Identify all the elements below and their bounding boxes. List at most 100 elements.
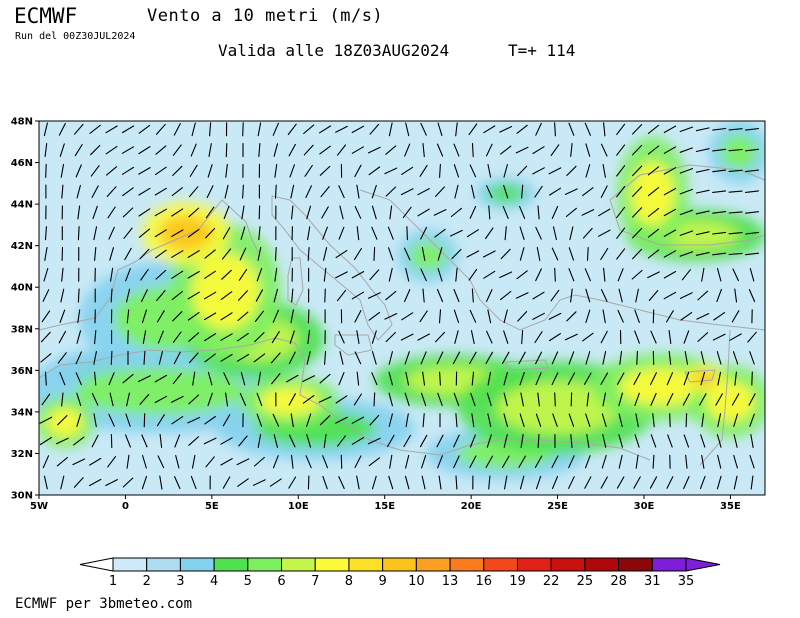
wind-barb bbox=[385, 145, 397, 155]
wind-barb bbox=[351, 416, 365, 424]
colorbar-label: 2 bbox=[143, 574, 151, 589]
wind-barb bbox=[532, 167, 545, 175]
wind-barb bbox=[452, 351, 461, 365]
wind-barb bbox=[187, 416, 201, 424]
wind-barb bbox=[256, 268, 263, 282]
wind-barb bbox=[728, 148, 743, 152]
wind-barb bbox=[569, 226, 574, 241]
colorbar-swatch bbox=[584, 557, 620, 572]
wind-barb bbox=[43, 122, 48, 137]
wind-barb bbox=[171, 229, 184, 238]
wind-barb bbox=[616, 144, 626, 156]
wind-barb bbox=[683, 434, 690, 448]
wind-barb bbox=[500, 145, 512, 155]
wind-barb bbox=[73, 436, 85, 446]
wind-barb bbox=[76, 413, 82, 427]
wind-barb bbox=[44, 371, 47, 386]
wind-barb bbox=[695, 148, 710, 153]
wind-barb bbox=[421, 455, 427, 469]
map-title: Vento a 10 metri (m/s) bbox=[147, 6, 384, 26]
wind-barb bbox=[534, 185, 543, 198]
wind-barb bbox=[565, 207, 577, 218]
wind-barb bbox=[683, 371, 690, 386]
wind-barb bbox=[354, 455, 362, 469]
wind-barb bbox=[535, 475, 542, 490]
wind-barb bbox=[273, 434, 278, 448]
wind-barb bbox=[716, 351, 722, 365]
wind-barb bbox=[187, 291, 200, 300]
wind-barb bbox=[401, 312, 414, 321]
wind-barb bbox=[385, 331, 396, 343]
wind-barb bbox=[187, 270, 200, 279]
wind-barb bbox=[384, 167, 398, 175]
wind-barb bbox=[700, 351, 705, 365]
lat-tick-label: 48N bbox=[11, 117, 33, 128]
wind-barb bbox=[142, 330, 147, 345]
wind-barb bbox=[388, 413, 393, 428]
wind-barb bbox=[436, 351, 444, 365]
wind-barb bbox=[631, 269, 643, 280]
wind-barb bbox=[204, 415, 216, 425]
wind-barb bbox=[122, 373, 134, 384]
wind-barb bbox=[732, 351, 739, 365]
wind-barb bbox=[584, 455, 591, 469]
wind-barb bbox=[568, 476, 575, 489]
lon-tick-label: 35E bbox=[720, 501, 741, 512]
wind-barb bbox=[371, 226, 378, 240]
wind-barb bbox=[635, 288, 639, 303]
wind-barb bbox=[73, 123, 84, 135]
wind-barb bbox=[597, 229, 611, 237]
wind-barb bbox=[471, 288, 474, 303]
wind-barb bbox=[598, 208, 611, 217]
wind-barb bbox=[745, 211, 760, 214]
wind-barb bbox=[173, 123, 181, 136]
colorbar-swatch bbox=[146, 557, 181, 572]
wind-barb bbox=[224, 184, 229, 199]
wind-barb bbox=[404, 475, 410, 490]
lon-tick-label: 10E bbox=[288, 501, 309, 512]
wind-barb bbox=[650, 392, 657, 406]
wind-barb bbox=[405, 267, 410, 282]
wind-barb bbox=[466, 250, 480, 258]
wind-barb bbox=[302, 395, 315, 404]
wind-barb bbox=[734, 288, 738, 303]
wind-barb bbox=[436, 143, 444, 157]
wind-barb bbox=[138, 187, 151, 196]
wind-barb bbox=[585, 288, 591, 303]
colorbar-swatch bbox=[314, 557, 350, 572]
colorbar-swatch bbox=[449, 557, 485, 572]
wind-barb bbox=[45, 163, 47, 178]
wind-barb bbox=[519, 205, 526, 219]
colorbar-max-extend bbox=[685, 557, 721, 572]
wind-barb bbox=[204, 353, 216, 363]
wind-barb bbox=[663, 250, 677, 258]
wind-barb bbox=[487, 413, 492, 428]
wind-barb bbox=[419, 310, 428, 323]
colorbar-label: 13 bbox=[442, 574, 459, 589]
wind-barb bbox=[239, 247, 247, 261]
wind-barb bbox=[751, 371, 753, 386]
wind-barb bbox=[307, 309, 310, 324]
wind-barb bbox=[388, 122, 393, 137]
wind-barb bbox=[568, 351, 575, 365]
wind-barb bbox=[290, 413, 294, 428]
wind-barb bbox=[322, 455, 329, 469]
wind-barb bbox=[57, 352, 67, 364]
wind-barb bbox=[307, 475, 310, 490]
wind-barb bbox=[255, 289, 264, 302]
wind-barb bbox=[454, 184, 459, 199]
wind-barb bbox=[666, 393, 674, 406]
colorbar-swatch bbox=[382, 557, 417, 572]
wind-barb bbox=[712, 333, 726, 341]
wind-barb bbox=[323, 247, 328, 261]
wind-barb bbox=[617, 268, 624, 282]
wind-barb bbox=[206, 185, 214, 199]
wind-barb bbox=[518, 455, 526, 468]
coastline-north-africa bbox=[39, 337, 651, 461]
wind-barb bbox=[121, 166, 135, 175]
wind-barb bbox=[663, 167, 677, 175]
wind-barb bbox=[663, 291, 677, 300]
wind-barb bbox=[322, 475, 328, 490]
wind-barb bbox=[663, 146, 677, 154]
wind-barb bbox=[171, 290, 183, 301]
